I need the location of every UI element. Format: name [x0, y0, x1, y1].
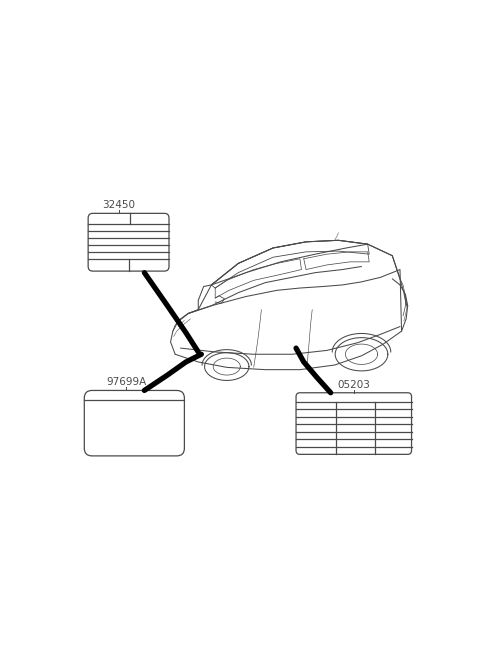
Text: 32450: 32450 — [102, 200, 135, 210]
FancyBboxPatch shape — [88, 214, 169, 271]
FancyBboxPatch shape — [296, 393, 411, 455]
Text: 97699A: 97699A — [106, 377, 146, 387]
FancyBboxPatch shape — [84, 390, 184, 456]
Text: 05203: 05203 — [337, 380, 370, 390]
